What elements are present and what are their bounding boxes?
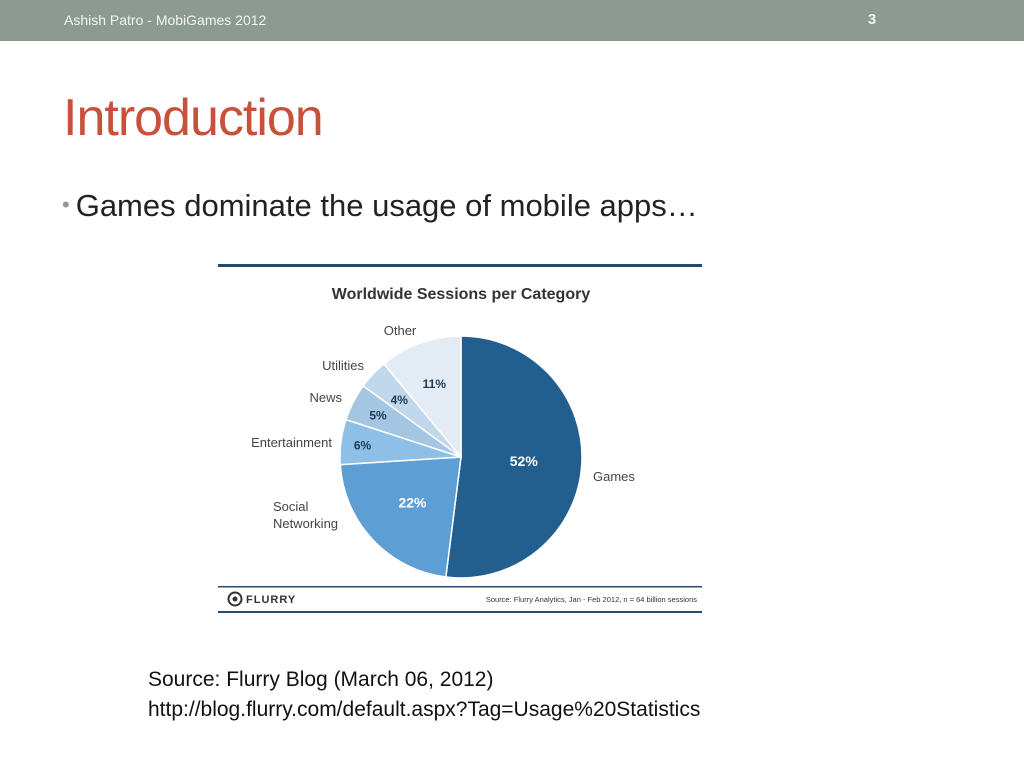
bullet-dot-icon: • xyxy=(62,192,70,217)
bullet-text: Games dominate the usage of mobile apps… xyxy=(75,188,698,223)
source-line-1: Source: Flurry Blog (March 06, 2012) xyxy=(148,668,494,691)
pie-slices xyxy=(339,335,583,579)
pie-category-label: Utilities xyxy=(322,358,364,373)
header-bar: Ashish Patro - MobiGames 2012 3 xyxy=(0,0,1024,41)
flurry-logo-dot-icon xyxy=(232,596,238,602)
header-author: Ashish Patro - MobiGames 2012 xyxy=(64,12,267,28)
pie-value-label: 6% xyxy=(354,439,372,453)
pie-value-label: 52% xyxy=(510,453,539,469)
pie-category-label: Entertainment xyxy=(251,435,332,450)
chart-source-note: Source: Flurry Analytics, Jan - Feb 2012… xyxy=(486,595,697,604)
chart-footer-rule-top xyxy=(218,586,702,588)
pie-category-label: Social Networking xyxy=(273,499,338,531)
pie-slice-games xyxy=(444,335,583,579)
chart-title: Worldwide Sessions per Category xyxy=(332,286,591,303)
source-url: http://blog.flurry.com/default.aspx?Tag=… xyxy=(148,698,701,721)
chart-footer-rule-bottom xyxy=(218,611,702,613)
pie-slice-social xyxy=(339,456,462,578)
pie-category-label: News xyxy=(309,390,342,405)
flurry-logo-text: FLURRY xyxy=(246,594,296,606)
pie-value-label: 11% xyxy=(423,377,447,391)
pie-chart: Worldwide Sessions per Category 52% Games… xyxy=(218,262,704,616)
page-number: 3 xyxy=(867,11,877,28)
pie-category-label: Other xyxy=(384,323,417,338)
pie-value-label: 22% xyxy=(398,495,427,511)
pie-slice-other xyxy=(382,335,462,460)
chart-top-rule xyxy=(218,264,702,267)
pie-chart-svg: Worldwide Sessions per Category 52% Games… xyxy=(218,264,702,613)
source-citation: Source: Flurry Blog (March 06, 2012) htt… xyxy=(148,665,700,725)
pie-value-label: 4% xyxy=(391,393,409,407)
pie-category-label: Games xyxy=(593,469,635,484)
pie-labels: 52% Games 22% Social Networking 6% Entertainme… xyxy=(251,323,635,531)
flurry-logo-icon xyxy=(227,591,243,607)
bullet-item: • Games dominate the usage of mobile apps… xyxy=(62,188,698,224)
slide-title: Introduction xyxy=(63,89,324,147)
pie-value-label: 5% xyxy=(369,409,387,423)
